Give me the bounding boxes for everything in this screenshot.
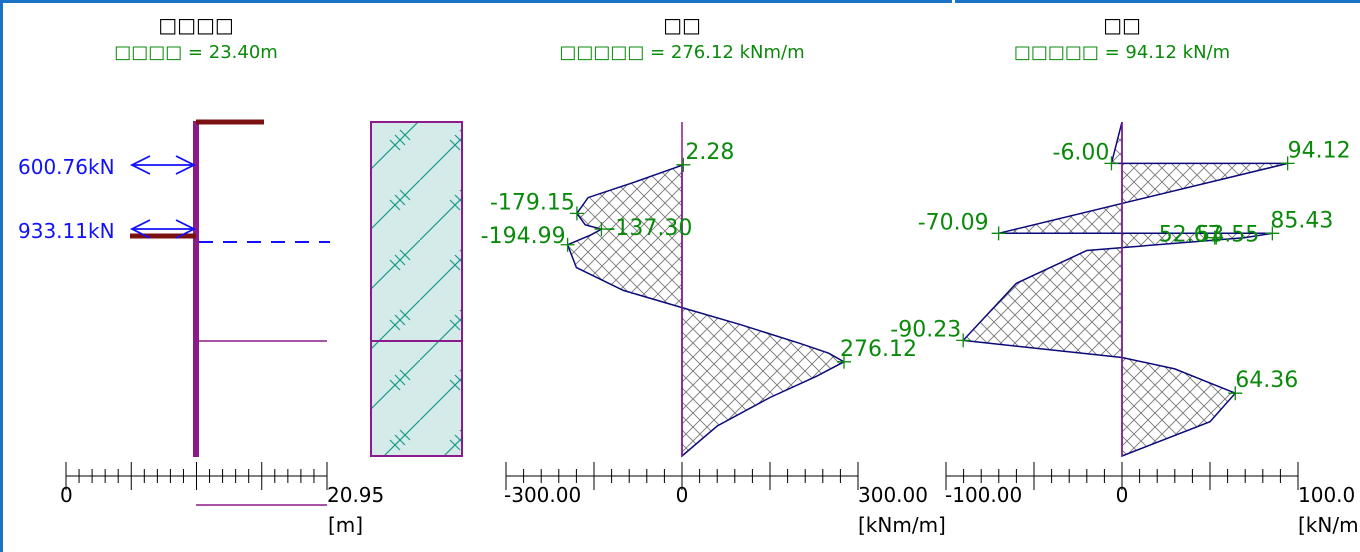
peak-marker (1280, 156, 1295, 171)
peak-marker (594, 222, 609, 237)
peak-value-label: -70.09 (918, 210, 989, 235)
peak-value-label: -6.00 (1053, 140, 1110, 165)
peak-value-label: -179.15 (490, 190, 575, 215)
peak-marker (991, 226, 1006, 241)
shear-axis-zero-label: 0 (1116, 483, 1129, 507)
geometry-axis-max-label: 20.95 (327, 483, 384, 507)
moment-subtitle: □□□□□ = 276.12 kNm/m (559, 42, 804, 63)
geometry-axis-min-label: 0 (60, 483, 73, 507)
geometry-subtitle: □□□□ = 23.40m (114, 42, 278, 63)
peak-marker (956, 333, 971, 348)
shear-title: □□ (1103, 13, 1141, 37)
shear-subtitle: □□□□□ = 94.12 kN/m (1014, 42, 1230, 63)
anchor-arrow-2 (129, 219, 197, 239)
anchor-force-1-label: 600.76kN (18, 155, 115, 179)
moment-axis-min-label: -300.00 (504, 483, 581, 507)
peak-value-label: 64.36 (1235, 368, 1298, 393)
shear-axis-min-label: -100.00 (945, 483, 1022, 507)
geometry-title: □□□□ (158, 13, 234, 37)
peak-marker (560, 237, 575, 252)
panel-divider (952, 0, 955, 3)
peak-marker (1104, 156, 1119, 171)
peak-value-label: 52.67 (1159, 223, 1222, 248)
peak-marker (836, 354, 851, 369)
shear-axis-unit: [kN/m (1298, 513, 1359, 537)
peak-value-label: 53.55 (1196, 223, 1259, 248)
diagram-area (566, 164, 846, 458)
peak-value-label: 94.12 (1288, 138, 1351, 163)
shear-axis-max-label: 100.0 (1298, 483, 1355, 507)
peak-value-label: 276.12 (840, 337, 917, 362)
geometry-axis-unit: [m] (328, 513, 363, 537)
peak-value-label: 2.28 (685, 140, 734, 165)
window-left-border (0, 0, 3, 552)
peak-marker (1209, 230, 1224, 245)
peak-marker (1228, 386, 1243, 401)
peak-value-label: -194.99 (481, 224, 566, 249)
anchor-arrow-1 (129, 155, 197, 175)
peak-value-label: -90.23 (890, 317, 961, 342)
geometry-depth-axis (65, 462, 328, 490)
peak-value-label: 85.43 (1270, 208, 1333, 233)
moment-axis-max-label: 300.00 (858, 483, 928, 507)
peak-marker (676, 157, 691, 172)
anchor-force-2-label: 933.11kN (18, 219, 115, 243)
sheet-pile-wall (193, 121, 199, 457)
window-top-border (0, 0, 1360, 3)
moment-axis-unit: [kNm/m] (858, 513, 946, 537)
moment-axis-zero-label: 0 (676, 483, 689, 507)
diagram-area (961, 121, 1288, 458)
peak-marker (1265, 226, 1280, 241)
peak-marker (569, 206, 584, 221)
moment-title: □□ (663, 13, 701, 37)
moment-chart: 2.28 -179.15 -137.30 -194.99 276.12 (481, 122, 917, 490)
peak-value-label: -137.30 (607, 216, 692, 241)
soil-profile (370, 121, 463, 457)
